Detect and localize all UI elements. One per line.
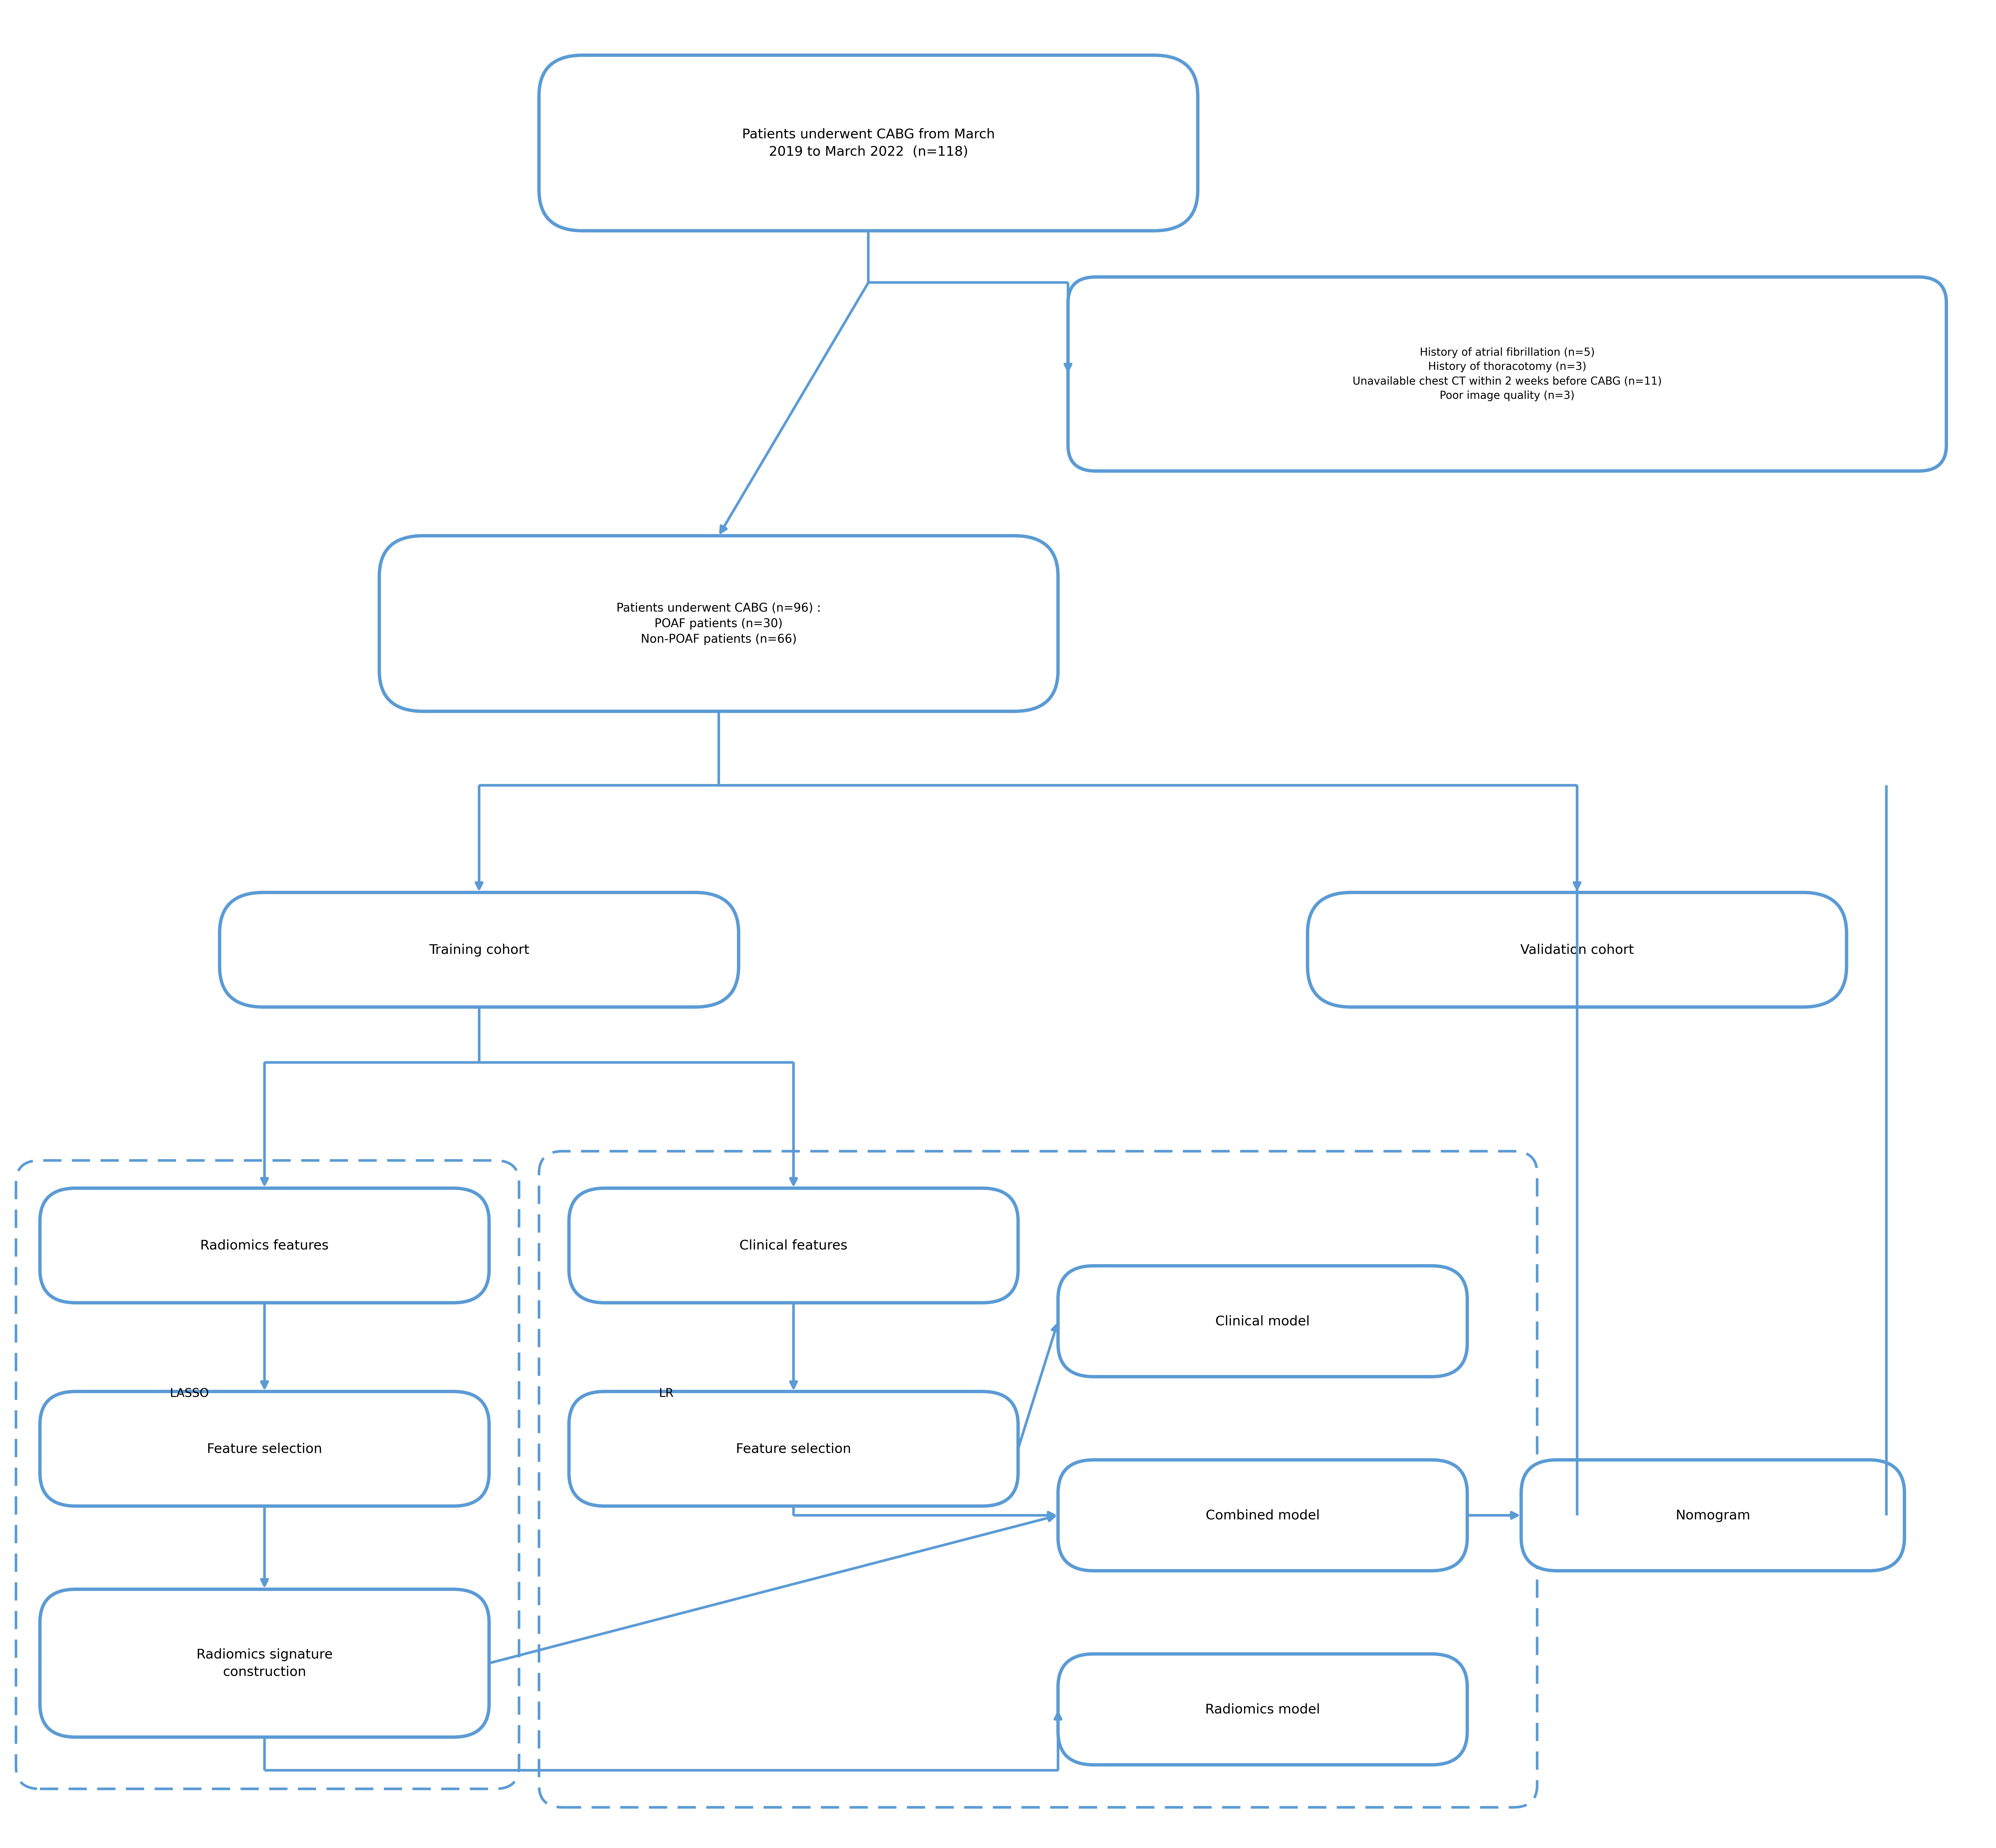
Text: History of atrial fibrillation (n=5)
History of thoracotomy (n=3)
Unavailable ch: History of atrial fibrillation (n=5) His… [1353, 347, 1661, 401]
FancyBboxPatch shape [1068, 277, 1946, 471]
FancyBboxPatch shape [1058, 1266, 1467, 1377]
Text: Clinical model: Clinical model [1216, 1316, 1309, 1327]
Text: LR: LR [659, 1388, 673, 1399]
Text: Feature selection: Feature selection [737, 1443, 850, 1454]
Text: Validation cohort: Validation cohort [1521, 944, 1633, 955]
Text: Patients underwent CABG from March
2019 to March 2022  (n=118): Patients underwent CABG from March 2019 … [743, 128, 994, 159]
FancyBboxPatch shape [379, 536, 1058, 711]
Text: Radiomics features: Radiomics features [200, 1240, 329, 1251]
FancyBboxPatch shape [569, 1392, 1018, 1506]
Text: Combined model: Combined model [1206, 1510, 1319, 1521]
FancyBboxPatch shape [40, 1188, 489, 1303]
FancyBboxPatch shape [1058, 1654, 1467, 1765]
Text: Radiomics model: Radiomics model [1206, 1704, 1319, 1715]
FancyBboxPatch shape [1058, 1460, 1467, 1571]
FancyBboxPatch shape [1521, 1460, 1904, 1571]
FancyBboxPatch shape [539, 55, 1198, 231]
Text: Radiomics signature
construction: Radiomics signature construction [196, 1648, 333, 1678]
Text: Nomogram: Nomogram [1675, 1510, 1750, 1521]
Text: Clinical features: Clinical features [739, 1240, 848, 1251]
FancyBboxPatch shape [220, 893, 739, 1007]
FancyBboxPatch shape [569, 1188, 1018, 1303]
FancyBboxPatch shape [1307, 893, 1846, 1007]
Text: Training cohort: Training cohort [429, 944, 529, 955]
Text: Patients underwent CABG (n=96) :
POAF patients (n=30)
Non-POAF patients (n=66): Patients underwent CABG (n=96) : POAF pa… [617, 602, 820, 645]
Text: Feature selection: Feature selection [208, 1443, 321, 1454]
Text: LASSO: LASSO [170, 1388, 210, 1399]
FancyBboxPatch shape [40, 1589, 489, 1737]
FancyBboxPatch shape [40, 1392, 489, 1506]
